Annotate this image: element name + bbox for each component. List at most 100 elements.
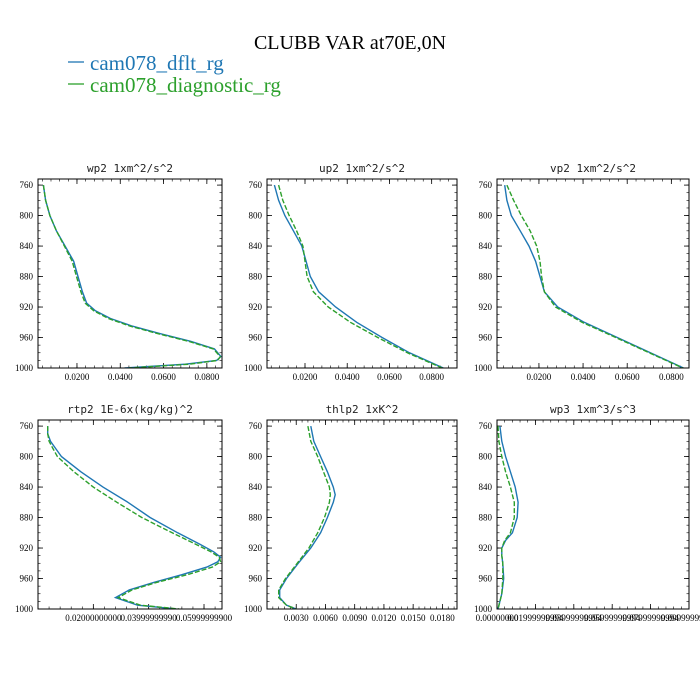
- y-tick-label: 920: [20, 302, 34, 312]
- series-line-diagnostic: [277, 184, 443, 368]
- panel-2: up2 1xm^2/s^2 760 800 840 880 920 960 1000 0.020…: [244, 162, 458, 382]
- y-tick-label: 760: [249, 421, 263, 431]
- panel-3: vp2 1xm^2/s^2 760 800 840 880 920 960 1000 0.020…: [474, 162, 690, 382]
- x-tick-label: 0.0600: [151, 372, 176, 382]
- plot-frame: [496, 419, 690, 610]
- plot-frame: [496, 178, 690, 369]
- y-tick-label: 800: [20, 211, 34, 221]
- y-tick-label: 840: [479, 241, 493, 251]
- series-line-dflt: [504, 184, 684, 368]
- series-line-diagnostic: [497, 426, 515, 609]
- x-tick-label: 0.0800: [659, 372, 684, 382]
- x-tick-label: 0.07999999994: [622, 613, 679, 623]
- series-line-dflt: [47, 426, 222, 609]
- y-tick-label: 880: [249, 272, 263, 282]
- y-tick-label: 960: [20, 574, 34, 584]
- y-tick-label: 880: [20, 513, 34, 523]
- series-line-diagnostic: [278, 425, 332, 609]
- x-tick-label: 0.0600: [615, 372, 640, 382]
- x-tick-label: 0.0200: [65, 372, 90, 382]
- y-tick-label: 1000: [474, 604, 493, 614]
- x-tick-label: 0.0200: [293, 372, 318, 382]
- series-line-dflt: [497, 426, 519, 609]
- y-tick-label: 1000: [15, 604, 34, 614]
- x-tick-label: 0.0060: [313, 613, 338, 623]
- plot-frame: [37, 178, 223, 369]
- y-tick-label: 960: [249, 333, 263, 343]
- x-tick-label: 0.00000000: [476, 613, 519, 623]
- y-tick-label: 760: [249, 180, 263, 190]
- x-tick-label: 0.0800: [194, 372, 219, 382]
- series-line-diagnostic: [506, 184, 684, 368]
- y-tick-label: 760: [20, 421, 34, 431]
- legend-label-diagnostic: cam078_diagnostic_rg: [90, 73, 281, 97]
- panel-4: rtp2 1E-6x(kg/kg)^2 760 800 840 880 920 960 100…: [15, 403, 233, 623]
- y-tick-label: 800: [479, 452, 493, 462]
- panel-title: up2 1xm^2/s^2: [319, 162, 405, 175]
- x-tick-label: 0.0600: [377, 372, 402, 382]
- x-tick-label: 0.03999999990: [121, 613, 178, 623]
- y-tick-label: 880: [20, 272, 34, 282]
- x-tick-label: 0.0200: [527, 372, 552, 382]
- y-tick-label: 800: [479, 211, 493, 221]
- y-tick-label: 840: [249, 241, 263, 251]
- x-tick-label: 0.0400: [571, 372, 596, 382]
- x-tick-label: 0.0800: [419, 372, 444, 382]
- series-line-dflt: [279, 425, 336, 609]
- y-tick-label: 880: [249, 513, 263, 523]
- panel-title: wp3 1xm^3/s^3: [550, 403, 636, 416]
- series-line-dflt: [42, 184, 222, 368]
- panel-6: wp3 1xm^3/s^3 760 800 840 880 920 960 10000.000…: [474, 403, 700, 623]
- y-tick-label: 1000: [474, 363, 493, 373]
- panel-title: rtp2 1E-6x(kg/kg)^2: [67, 403, 193, 416]
- panel-1: wp2 1xm^2/s^2 760 800 840 880 920 960 1000 0.020…: [15, 162, 223, 382]
- y-tick-label: 920: [249, 302, 263, 312]
- y-tick-label: 760: [20, 180, 34, 190]
- plot-frame: [266, 178, 458, 369]
- y-tick-label: 840: [249, 482, 263, 492]
- y-tick-label: 760: [479, 421, 493, 431]
- y-tick-label: 960: [479, 333, 493, 343]
- y-tick-label: 800: [20, 452, 34, 462]
- y-tick-label: 920: [20, 543, 34, 553]
- series-line-diagnostic: [47, 426, 222, 609]
- y-tick-label: 960: [20, 333, 34, 343]
- y-tick-label: 960: [479, 574, 493, 584]
- plot-frame: [266, 419, 458, 610]
- x-tick-label: 0.0120: [372, 613, 397, 623]
- legend-label-dflt: cam078_dflt_rg: [90, 51, 224, 75]
- x-tick-label: 0.0180: [430, 613, 455, 623]
- x-tick-label: 0.0030: [284, 613, 309, 623]
- y-tick-label: 920: [479, 302, 493, 312]
- x-tick-label: 0.05999999900: [176, 613, 233, 623]
- y-tick-label: 840: [20, 241, 34, 251]
- series-line-diagnostic: [42, 184, 222, 368]
- plot-frame: [37, 419, 223, 610]
- panel-5: thlp2 1xK^2 760 800 840 880 920 960 1000 0.0030 0…: [244, 403, 458, 623]
- y-tick-label: 880: [479, 272, 493, 282]
- x-tick-label: 0.0150: [401, 613, 426, 623]
- x-tick-label: 0.01999999994: [507, 613, 564, 623]
- x-tick-label: 0.03999999994: [546, 613, 603, 623]
- y-tick-label: 800: [249, 452, 263, 462]
- series-line-dflt: [273, 184, 444, 368]
- panel-title: thlp2 1xK^2: [326, 403, 399, 416]
- y-tick-label: 960: [249, 574, 263, 584]
- panels: wp2 1xm^2/s^2 760 800 840 880 920 960 1000 0.020…: [15, 162, 700, 623]
- y-tick-label: 1000: [244, 363, 263, 373]
- x-tick-label: 0.0400: [108, 372, 133, 382]
- panel-title: wp2 1xm^2/s^2: [87, 162, 173, 175]
- x-tick-label: 0.09999999994: [661, 613, 700, 623]
- panel-title: vp2 1xm^2/s^2: [550, 162, 636, 175]
- figure-title: CLUBB VAR at70E,0N: [254, 32, 446, 54]
- y-tick-label: 840: [479, 482, 493, 492]
- y-tick-label: 800: [249, 211, 263, 221]
- y-tick-label: 920: [249, 543, 263, 553]
- y-tick-label: 760: [479, 180, 493, 190]
- x-tick-label: 0.0090: [342, 613, 367, 623]
- y-tick-label: 1000: [244, 604, 263, 614]
- x-tick-label: 0.05999999994: [584, 613, 641, 623]
- y-tick-label: 840: [20, 482, 34, 492]
- x-tick-label: 0.02000000000: [65, 613, 122, 623]
